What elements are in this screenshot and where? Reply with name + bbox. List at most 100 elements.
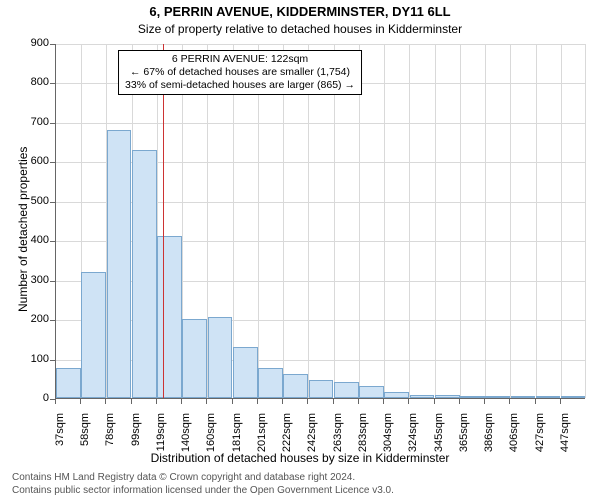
histogram-bar	[536, 396, 561, 398]
grid-line-v	[585, 44, 586, 398]
x-tick-label: 406sqm	[508, 413, 520, 458]
x-tick-label: 119sqm	[155, 413, 167, 458]
x-tick-mark	[282, 399, 283, 404]
x-tick-label: 345sqm	[433, 413, 445, 458]
x-tick-label: 99sqm	[130, 413, 142, 458]
x-tick-mark	[105, 399, 106, 404]
y-tick-mark	[50, 44, 55, 45]
footer-line2: Contains public sector information licen…	[12, 485, 394, 498]
chart-title-line1: 6, PERRIN AVENUE, KIDDERMINSTER, DY11 6L…	[0, 4, 600, 19]
x-tick-mark	[333, 399, 334, 404]
x-tick-mark	[459, 399, 460, 404]
x-tick-mark	[560, 399, 561, 404]
annotation-line: ← 67% of detached houses are smaller (1,…	[125, 66, 355, 79]
attribution-footer: Contains HM Land Registry data © Crown c…	[12, 472, 394, 497]
grid-line-v	[485, 44, 486, 398]
x-tick-label: 263sqm	[332, 413, 344, 458]
histogram-bar	[258, 368, 283, 398]
y-tick-label: 300	[17, 274, 49, 286]
chart-title-line2: Size of property relative to detached ho…	[0, 22, 600, 36]
histogram-bar	[334, 382, 359, 398]
x-tick-mark	[434, 399, 435, 404]
grid-line-v	[460, 44, 461, 398]
histogram-bar	[410, 395, 435, 398]
x-tick-label: 427sqm	[534, 413, 546, 458]
grid-line-v	[409, 44, 410, 398]
x-tick-mark	[80, 399, 81, 404]
grid-line-v	[536, 44, 537, 398]
grid-line-v	[561, 44, 562, 398]
grid-line-v	[233, 44, 234, 398]
x-tick-label: 37sqm	[54, 413, 66, 458]
y-tick-label: 400	[17, 234, 49, 246]
x-tick-label: 324sqm	[407, 413, 419, 458]
y-tick-label: 700	[17, 116, 49, 128]
annotation-line: 33% of semi-detached houses are larger (…	[125, 79, 355, 92]
x-tick-mark	[408, 399, 409, 404]
grid-line-v	[258, 44, 259, 398]
histogram-bar	[283, 374, 308, 398]
y-tick-mark	[50, 281, 55, 282]
annotation-line: 6 PERRIN AVENUE: 122sqm	[125, 53, 355, 66]
histogram-bar	[182, 319, 207, 398]
x-tick-mark	[257, 399, 258, 404]
y-tick-label: 900	[17, 37, 49, 49]
histogram-bar	[561, 396, 586, 398]
histogram-bar	[107, 130, 132, 398]
y-tick-mark	[50, 83, 55, 84]
x-tick-label: 58sqm	[79, 413, 91, 458]
x-tick-label: 222sqm	[281, 413, 293, 458]
grid-line-v	[334, 44, 335, 398]
y-tick-mark	[50, 360, 55, 361]
histogram-bar	[208, 317, 233, 398]
annotation-box: 6 PERRIN AVENUE: 122sqm← 67% of detached…	[118, 50, 362, 95]
grid-line-v	[308, 44, 309, 398]
histogram-bar	[81, 272, 106, 398]
x-tick-label: 283sqm	[357, 413, 369, 458]
y-tick-mark	[50, 123, 55, 124]
histogram-bar	[157, 236, 182, 398]
y-tick-label: 0	[17, 392, 49, 404]
x-tick-mark	[383, 399, 384, 404]
y-tick-mark	[50, 162, 55, 163]
grid-line-v	[384, 44, 385, 398]
x-tick-mark	[55, 399, 56, 404]
histogram-bar	[460, 396, 485, 398]
footer-line1: Contains HM Land Registry data © Crown c…	[12, 472, 394, 485]
histogram-bar	[309, 380, 334, 398]
y-tick-label: 100	[17, 353, 49, 365]
x-tick-mark	[181, 399, 182, 404]
grid-line-v	[510, 44, 511, 398]
x-tick-label: 386sqm	[483, 413, 495, 458]
x-tick-mark	[156, 399, 157, 404]
y-tick-label: 600	[17, 155, 49, 167]
y-tick-mark	[50, 241, 55, 242]
x-tick-mark	[358, 399, 359, 404]
y-axis-label: Number of detached properties	[16, 146, 30, 311]
x-tick-label: 160sqm	[205, 413, 217, 458]
x-tick-label: 365sqm	[458, 413, 470, 458]
x-tick-mark	[206, 399, 207, 404]
x-tick-label: 140sqm	[180, 413, 192, 458]
x-tick-label: 201sqm	[256, 413, 268, 458]
chart-plot-area	[55, 44, 585, 399]
x-tick-mark	[509, 399, 510, 404]
x-tick-label: 242sqm	[306, 413, 318, 458]
x-tick-mark	[535, 399, 536, 404]
y-tick-mark	[50, 202, 55, 203]
grid-line-v	[283, 44, 284, 398]
x-tick-mark	[307, 399, 308, 404]
x-tick-label: 78sqm	[104, 413, 116, 458]
histogram-bar	[485, 396, 510, 398]
histogram-bar	[511, 396, 536, 398]
x-tick-mark	[484, 399, 485, 404]
histogram-bar	[384, 392, 409, 398]
grid-line-v	[435, 44, 436, 398]
x-tick-label: 181sqm	[231, 413, 243, 458]
reference-line	[163, 44, 164, 398]
histogram-bar	[56, 368, 81, 398]
y-tick-label: 800	[17, 76, 49, 88]
x-tick-mark	[131, 399, 132, 404]
histogram-bar	[359, 386, 384, 398]
histogram-bar	[435, 395, 460, 398]
